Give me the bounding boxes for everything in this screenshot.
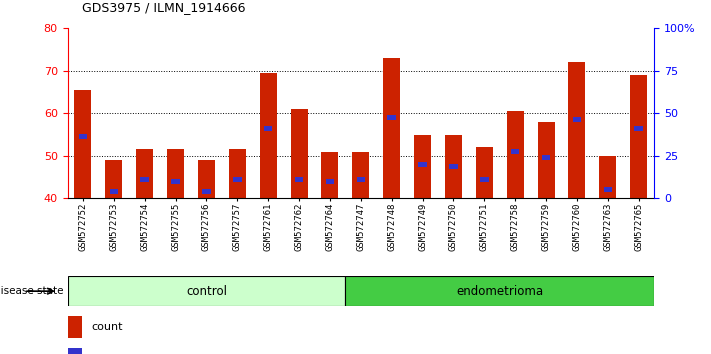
Bar: [387, 115, 396, 120]
Bar: [137, 149, 153, 198]
Bar: [167, 149, 184, 198]
Bar: [79, 134, 87, 139]
Bar: [141, 177, 149, 182]
Bar: [171, 179, 180, 184]
Text: GDS3975 / ILMN_1914666: GDS3975 / ILMN_1914666: [82, 1, 245, 14]
Bar: [260, 73, 277, 198]
Text: disease state: disease state: [0, 286, 64, 296]
Bar: [599, 156, 616, 198]
Bar: [295, 177, 304, 182]
Bar: [604, 187, 612, 192]
Bar: [480, 177, 488, 182]
Bar: [321, 152, 338, 198]
Bar: [634, 126, 643, 131]
Bar: [538, 122, 555, 198]
Bar: [68, 348, 82, 354]
Bar: [75, 90, 92, 198]
Bar: [353, 152, 369, 198]
Text: endometrioma: endometrioma: [456, 285, 543, 298]
Bar: [414, 135, 431, 198]
Bar: [630, 75, 647, 198]
Bar: [264, 126, 272, 131]
Bar: [229, 149, 246, 198]
Bar: [572, 117, 581, 122]
Bar: [357, 177, 365, 182]
Bar: [449, 164, 458, 169]
Bar: [383, 58, 400, 198]
Bar: [68, 276, 346, 306]
Bar: [202, 189, 210, 194]
Bar: [326, 179, 334, 184]
Bar: [105, 160, 122, 198]
Bar: [418, 162, 427, 167]
Bar: [68, 316, 82, 338]
Text: count: count: [91, 322, 122, 332]
Text: control: control: [186, 285, 227, 298]
Bar: [109, 189, 118, 194]
Bar: [233, 177, 242, 182]
Bar: [511, 149, 520, 154]
Bar: [346, 276, 654, 306]
Bar: [542, 155, 550, 160]
Bar: [445, 135, 462, 198]
Bar: [291, 109, 308, 198]
Bar: [198, 160, 215, 198]
Bar: [476, 147, 493, 198]
Bar: [569, 62, 585, 198]
Bar: [507, 111, 524, 198]
